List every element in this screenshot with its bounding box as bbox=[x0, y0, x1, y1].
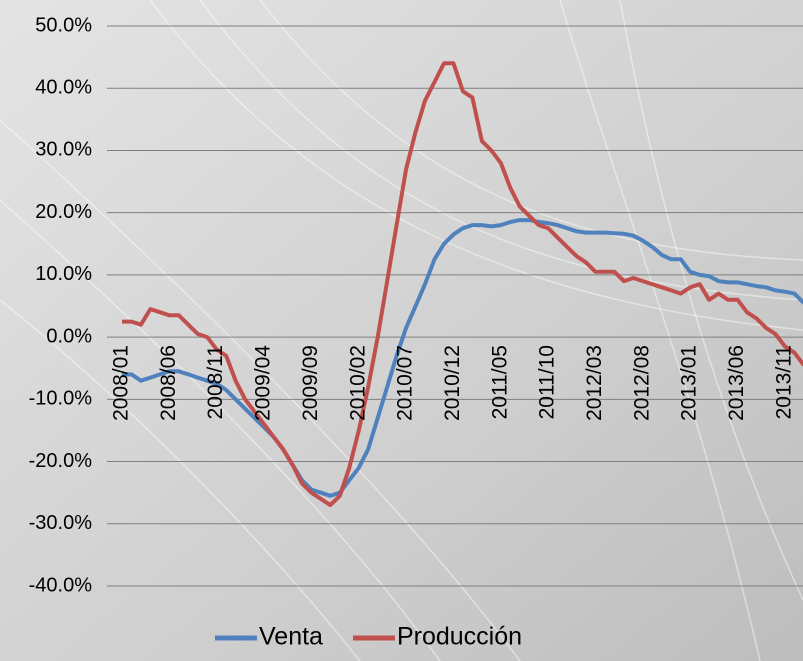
y-tick-label: -10.0% bbox=[29, 388, 93, 410]
x-tick-label: 2008/01 bbox=[110, 345, 133, 421]
x-tick-label: 2013/06 bbox=[725, 345, 748, 421]
series-line bbox=[122, 218, 803, 498]
x-tick-label: 2010/07 bbox=[394, 345, 417, 421]
y-tick-label: 10.0% bbox=[35, 263, 92, 285]
y-tick-label: -20.0% bbox=[29, 450, 93, 472]
x-tick-label: 2009/09 bbox=[299, 345, 322, 421]
x-tick-label: 2012/03 bbox=[583, 345, 606, 421]
plot bbox=[122, 61, 803, 508]
x-tick-label: 2008/11 bbox=[204, 345, 227, 419]
y-tick-label: -40.0% bbox=[29, 574, 93, 596]
y-tick-label: 0.0% bbox=[46, 325, 92, 347]
y-tick-label: 30.0% bbox=[35, 139, 92, 161]
y-tick-label: 20.0% bbox=[35, 201, 92, 223]
x-tick-label: 2012/08 bbox=[630, 345, 653, 421]
x-tick-label: 2013/01 bbox=[678, 345, 701, 421]
y-tick-label: -30.0% bbox=[29, 512, 93, 534]
x-tick-label: 2011/10 bbox=[536, 345, 559, 419]
x-tick-label: 2009/04 bbox=[252, 345, 275, 421]
grid bbox=[107, 25, 803, 587]
x-tick-label: 2010/02 bbox=[346, 345, 369, 421]
y-tick-label: 50.0% bbox=[35, 14, 92, 36]
x-tick-label: 2013/11 bbox=[772, 345, 795, 419]
x-tick-label: 2010/12 bbox=[441, 345, 464, 421]
legend-label: Producción bbox=[397, 623, 522, 651]
legend-label: Venta bbox=[259, 623, 323, 651]
x-tick-label: 2011/05 bbox=[488, 345, 511, 419]
y-tick-label: 40.0% bbox=[35, 77, 92, 99]
series-line bbox=[122, 61, 803, 508]
x-tick-label: 2008/06 bbox=[157, 345, 180, 421]
